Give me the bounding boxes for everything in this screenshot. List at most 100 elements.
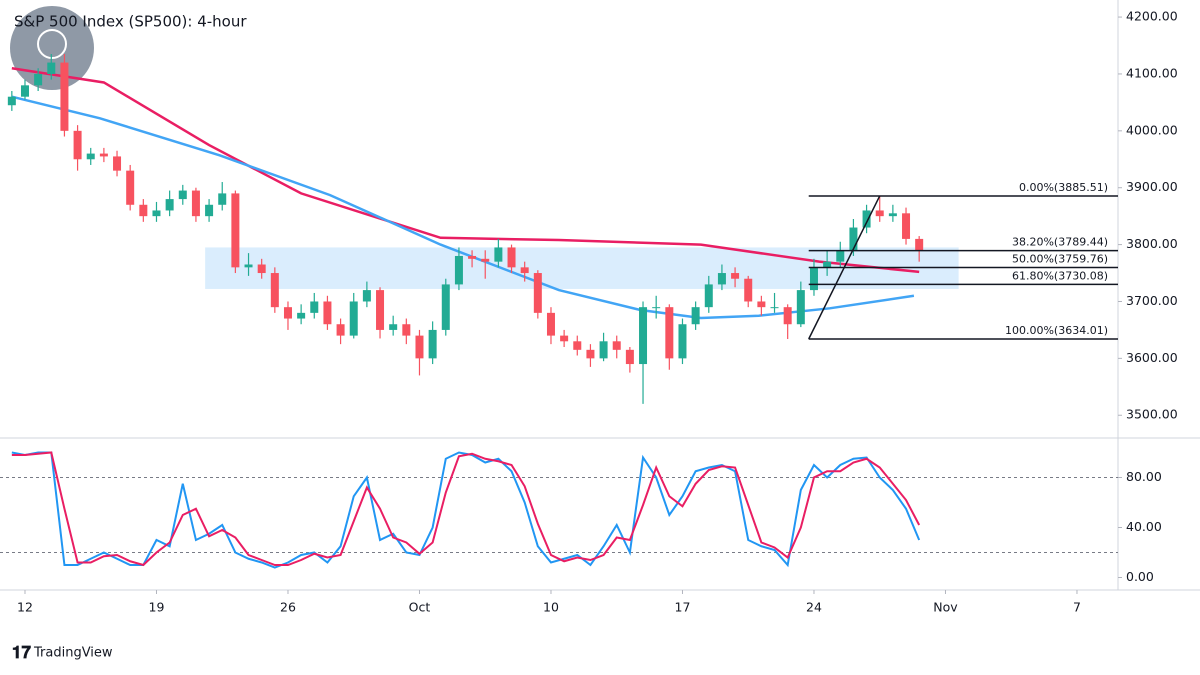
x-tick-label: 17: [675, 600, 691, 615]
candle-body: [73, 130, 82, 160]
candle-body: [849, 227, 858, 251]
candle-body: [481, 258, 490, 262]
candle-body: [494, 247, 503, 262]
candle-body: [336, 324, 345, 336]
candle-body: [323, 301, 332, 325]
candle-body: [507, 247, 516, 268]
candle-body: [231, 193, 240, 268]
candle-body: [770, 307, 779, 309]
candle-body: [297, 312, 306, 319]
candle-body: [796, 290, 805, 325]
candle-body: [875, 210, 884, 217]
y-tick-label: 0.00: [1126, 569, 1154, 584]
candle-body: [113, 156, 122, 171]
candle-body: [704, 284, 713, 308]
x-tick-label: 12: [17, 600, 33, 615]
candle-body: [744, 278, 753, 302]
moving-average: [11, 95, 915, 320]
candle-body: [165, 199, 174, 211]
candle-body: [757, 301, 766, 308]
candle-body: [678, 324, 687, 359]
candle-body: [862, 210, 871, 228]
candle-body: [86, 153, 95, 160]
x-tick-label: 10: [543, 600, 559, 615]
candle-body: [34, 73, 43, 86]
y-tick-label: 3500.00: [1126, 407, 1178, 422]
candle-body: [20, 85, 29, 97]
candle-body: [546, 312, 555, 336]
moving-average: [11, 67, 920, 274]
y-tick-label: 3700.00: [1126, 293, 1178, 308]
candle-body: [468, 255, 477, 259]
candle-body: [126, 170, 135, 205]
candle-body: [99, 153, 108, 157]
y-tick-label: 80.00: [1126, 469, 1162, 484]
y-tick-label: 40.00: [1126, 519, 1162, 534]
candle-body: [376, 290, 385, 330]
candle-body: [178, 190, 187, 200]
candle-body: [639, 307, 648, 365]
candle-body: [533, 273, 542, 313]
candle-body: [139, 204, 148, 217]
candle-body: [60, 62, 69, 131]
brand-icon: 𝟏𝟕: [12, 643, 31, 663]
watermark-ring: [37, 29, 67, 59]
x-tick-label: 24: [806, 600, 822, 615]
x-tick-label: 26: [280, 600, 296, 615]
candle-body: [823, 261, 832, 268]
fib-label: 0.00%(3885.51): [1019, 181, 1108, 194]
candle-body: [349, 301, 358, 336]
candle-body: [454, 255, 463, 285]
candle-body: [665, 307, 674, 359]
candle-body: [560, 335, 569, 342]
watermark-logo: [10, 6, 94, 90]
candle-body: [586, 349, 595, 359]
stochastic-line: [11, 451, 921, 569]
y-tick-label: 4000.00: [1126, 122, 1178, 137]
candle-body: [612, 341, 621, 350]
brand: TradingView: [33, 646, 113, 661]
candle-body: [915, 238, 924, 251]
candle-body: [205, 204, 214, 217]
candle-body: [520, 267, 529, 274]
candle-body: [389, 324, 398, 330]
candle-body: [809, 267, 818, 291]
fib-label: 50.00%(3759.76): [1012, 252, 1108, 265]
candle-body: [836, 250, 845, 262]
candle-body: [218, 193, 227, 205]
candle-body: [428, 329, 437, 359]
candle-body: [717, 273, 726, 285]
fib-label: 38.20%(3789.44): [1012, 236, 1108, 249]
candle-body: [402, 324, 411, 336]
x-tick-label: 7: [1073, 600, 1081, 615]
candle-body: [310, 301, 319, 313]
y-tick-label: 3600.00: [1126, 350, 1178, 365]
x-tick-label: 19: [149, 600, 165, 615]
fib-label: 100.00%(3634.01): [1005, 324, 1108, 337]
x-tick-label: Oct: [409, 600, 431, 615]
candle-body: [691, 307, 700, 325]
stochastic-line: [11, 451, 921, 567]
candle-body: [783, 307, 792, 325]
candle-body: [47, 62, 56, 74]
candle-body: [625, 349, 634, 365]
candle-body: [573, 341, 582, 350]
candle-body: [152, 210, 161, 217]
x-tick-label: Nov: [933, 600, 958, 615]
candle-body: [888, 213, 897, 217]
candle-body: [731, 273, 740, 279]
fib-label: 61.80%(3730.08): [1012, 269, 1108, 282]
y-tick-label: 3800.00: [1126, 236, 1178, 251]
candle-body: [652, 307, 661, 309]
candle-body: [7, 96, 16, 106]
candle-body: [270, 273, 279, 308]
y-tick-label: 4200.00: [1126, 9, 1178, 24]
candle-body: [191, 190, 200, 217]
y-tick-label: 3900.00: [1126, 179, 1178, 194]
candle-body: [441, 284, 450, 330]
candle-body: [244, 264, 253, 268]
candle-body: [362, 290, 371, 302]
candle-body: [283, 307, 292, 319]
